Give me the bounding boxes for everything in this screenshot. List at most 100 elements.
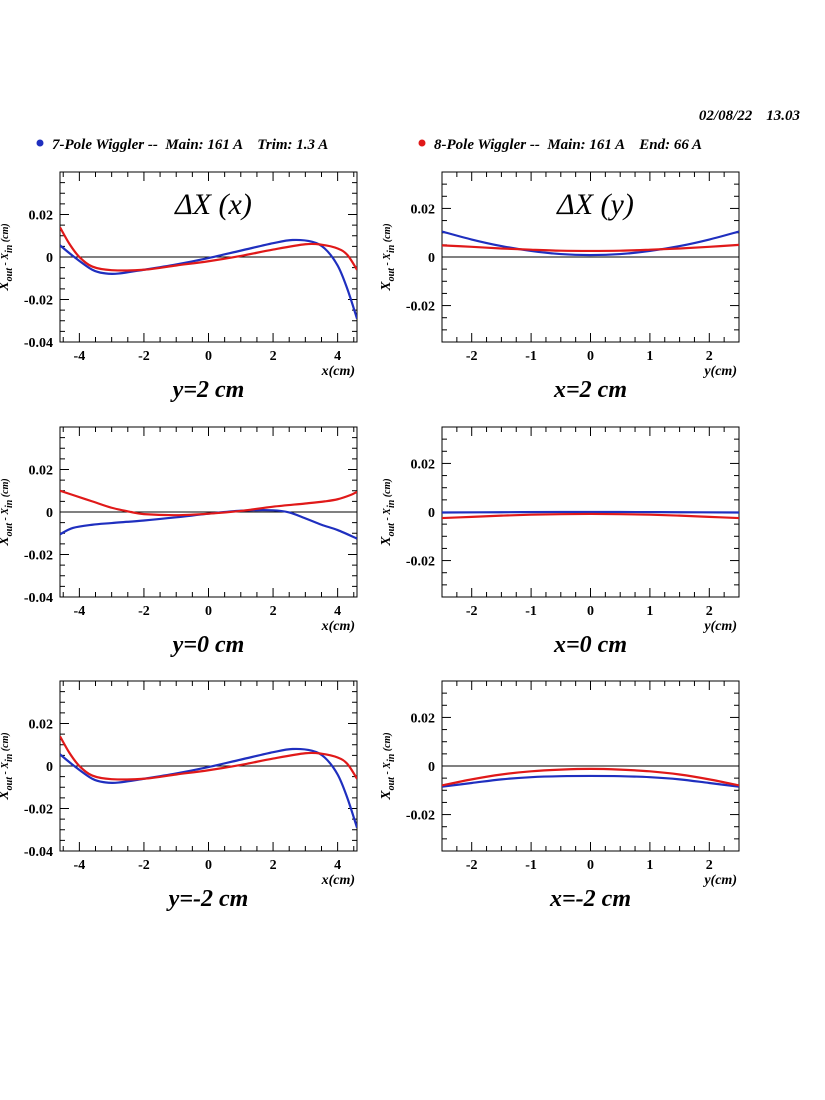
x-tick-label: 2 xyxy=(706,858,713,873)
y-tick-label: 0.02 xyxy=(411,457,436,472)
chart-panel-4: -2 -1 0 1 2 -0.02 0 0.02 y(cm) Xout - Xin (cm) x=0… xyxy=(379,426,740,658)
series-7pole-line xyxy=(442,230,739,257)
y-label-part: (cm) xyxy=(0,732,11,753)
y-tick-label: -0.04 xyxy=(24,336,53,351)
y-label-part: (cm) xyxy=(0,223,11,244)
y-label-part: X xyxy=(0,790,12,801)
y-tick-label: -0.02 xyxy=(406,555,435,570)
x-axis-label: x(cm) xyxy=(321,873,355,888)
series-8pole-line xyxy=(60,226,357,272)
series-8pole-line xyxy=(60,489,357,517)
x-tick-label: -4 xyxy=(74,858,86,873)
x-tick-label: 0 xyxy=(587,604,594,619)
y-label-part: (cm) xyxy=(382,732,393,753)
y-label-subscript: in xyxy=(4,244,15,253)
y-label-part: (cm) xyxy=(382,478,393,499)
y-label-part: X xyxy=(0,281,12,292)
legend-label-7pole: 7-Pole Wiggler -- Main: 161 A Trim: 1.3 … xyxy=(52,137,328,153)
x-tick-label: 0 xyxy=(205,604,212,619)
y-tick-label: -0.02 xyxy=(406,809,435,824)
x-tick-label: -4 xyxy=(74,349,86,364)
y-tick-label: -0.04 xyxy=(24,845,53,860)
x-tick-label: -1 xyxy=(525,349,537,364)
chart-panel-5: -4 -2 0 2 4 -0.04 -0.02 0 0.02 x(cm) Xout - Xin (c… xyxy=(0,680,358,912)
series-8pole-line xyxy=(442,512,739,520)
y-axis-label: Xout - Xin (cm) xyxy=(379,478,397,546)
chart-panel-6: -2 -1 0 1 2 -0.02 0 0.02 y(cm) Xout - Xin (cm) x=-… xyxy=(379,680,740,912)
y-tick-label: 0.02 xyxy=(29,718,54,733)
y-axis-label: Xout - Xin (cm) xyxy=(379,732,397,800)
x-tick-label: 4 xyxy=(334,349,341,364)
y-tick-label: -0.04 xyxy=(24,591,53,606)
y-label-part: - X xyxy=(382,762,393,777)
panel-caption: y=0 cm xyxy=(170,632,245,658)
y-label-subscript: in xyxy=(386,244,397,253)
x-tick-label: -1 xyxy=(525,604,537,619)
x-tick-label: -2 xyxy=(138,349,150,364)
y-tick-label: 0 xyxy=(428,760,435,775)
y-axis-label: Xout - Xin (cm) xyxy=(0,478,15,546)
series-7pole-line xyxy=(60,747,357,828)
y-label-subscript: in xyxy=(386,753,397,762)
x-tick-label: -2 xyxy=(138,858,150,873)
series-7pole-line xyxy=(442,774,739,788)
y-tick-label: 0.02 xyxy=(29,209,54,224)
x-tick-label: 0 xyxy=(205,349,212,364)
x-tick-label: 0 xyxy=(587,349,594,364)
y-tick-label: -0.02 xyxy=(24,549,53,564)
y-label-subscript: in xyxy=(4,753,15,762)
x-axis-label: y(cm) xyxy=(702,364,737,379)
timestamp: 02/08/22 13.03 xyxy=(699,108,801,124)
x-tick-label: 1 xyxy=(646,858,653,873)
panel-caption: y=-2 cm xyxy=(166,886,249,912)
legend-marker-8pole xyxy=(418,139,426,147)
y-label-part: (cm) xyxy=(0,478,11,499)
x-axis-label: y(cm) xyxy=(702,873,737,888)
x-tick-label: -2 xyxy=(466,349,478,364)
panel-caption: y=2 cm xyxy=(170,377,245,403)
x-tick-label: 4 xyxy=(334,604,341,619)
series-8pole-line xyxy=(442,243,739,253)
x-tick-label: 2 xyxy=(706,604,713,619)
y-tick-label: 0.02 xyxy=(411,202,436,217)
y-label-subscript: in xyxy=(4,499,15,508)
x-tick-label: 0 xyxy=(205,858,212,873)
date-stamp: 02/08/22 xyxy=(699,108,753,124)
y-tick-label: -0.02 xyxy=(24,294,53,309)
y-label-part: X xyxy=(379,281,394,292)
y-label-part: - X xyxy=(382,253,393,268)
x-axis-label: x(cm) xyxy=(321,619,355,634)
y-axis-label: Xout - Xin (cm) xyxy=(0,223,15,291)
x-tick-label: -2 xyxy=(466,604,478,619)
x-tick-label: 2 xyxy=(270,604,277,619)
x-axis-label: y(cm) xyxy=(702,619,737,634)
legend-marker-7pole xyxy=(36,139,44,147)
y-label-part: - X xyxy=(0,762,11,777)
x-tick-label: 4 xyxy=(334,858,341,873)
panel-caption: x=2 cm xyxy=(553,377,627,403)
x-axis-label: x(cm) xyxy=(321,364,355,379)
y-label-part: X xyxy=(379,536,394,547)
y-tick-label: -0.02 xyxy=(406,300,435,315)
y-label-part: (cm) xyxy=(382,223,393,244)
y-label-subscript: out xyxy=(4,267,15,282)
y-label-subscript: in xyxy=(386,499,397,508)
panel-title: ΔX (x) xyxy=(174,188,252,221)
y-tick-label: -0.02 xyxy=(24,803,53,818)
y-tick-label: 0.02 xyxy=(411,711,436,726)
x-tick-label: -2 xyxy=(138,604,150,619)
panel-caption: x=-2 cm xyxy=(549,886,631,912)
y-axis-label: Xout - Xin (cm) xyxy=(0,732,15,800)
chart-panel-1: -4 -2 0 2 4 -0.04 -0.02 0 0.02 x(cm) Xout - Xin (c… xyxy=(0,171,358,403)
x-tick-label: 1 xyxy=(646,604,653,619)
y-label-part: - X xyxy=(0,253,11,268)
y-label-subscript: out xyxy=(386,776,397,791)
y-axis-label: Xout - Xin (cm) xyxy=(379,223,397,291)
x-tick-label: 0 xyxy=(587,858,594,873)
y-label-subscript: out xyxy=(4,776,15,791)
x-tick-label: 2 xyxy=(706,349,713,364)
y-tick-label: 0.02 xyxy=(29,464,54,479)
y-label-part: X xyxy=(379,790,394,801)
legend-label-8pole: 8-Pole Wiggler -- Main: 161 A End: 66 A xyxy=(434,137,702,153)
